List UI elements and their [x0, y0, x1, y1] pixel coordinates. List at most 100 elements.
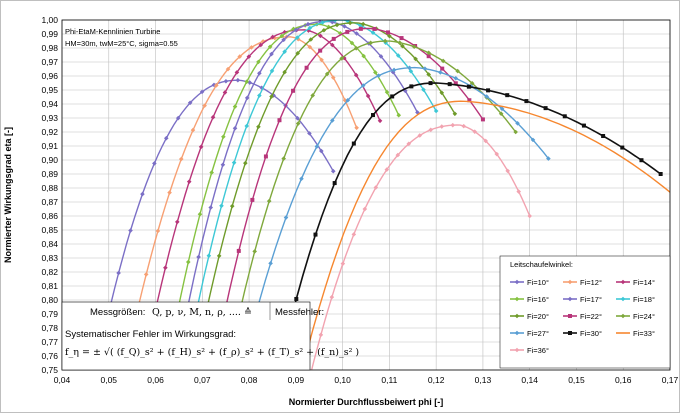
y-tick-label: 0,83 [41, 253, 58, 263]
data-point [331, 36, 336, 41]
formula-row2-label: Systematischer Fehler im Wirkungsgrad: [65, 329, 236, 340]
data-point [293, 27, 299, 33]
data-point [384, 167, 390, 172]
data-point [116, 270, 121, 276]
data-point [295, 51, 301, 56]
data-point [384, 89, 390, 95]
legend-marker [514, 330, 520, 336]
y-tick-label: 1,00 [41, 15, 58, 25]
data-point [408, 68, 414, 74]
data-point [397, 40, 402, 45]
data-point [345, 98, 351, 103]
legend-marker [568, 331, 572, 335]
legend-marker [514, 347, 520, 353]
data-point [283, 215, 289, 220]
data-point [390, 94, 395, 99]
data-point [128, 228, 133, 233]
data-point [505, 168, 511, 174]
data-point [163, 135, 169, 141]
data-point [236, 248, 241, 253]
y-tick-label: 0,88 [41, 183, 58, 193]
data-point [505, 93, 510, 98]
data-point [360, 21, 366, 27]
data-point [440, 66, 445, 71]
data-point [209, 170, 214, 175]
data-point [422, 66, 428, 71]
x-axis-title: Normierter Durchflussbeiwert phi [-] [289, 397, 444, 407]
data-point [400, 43, 405, 49]
legend-marker [568, 314, 572, 318]
series-Fi=30° [277, 81, 663, 370]
data-point [370, 30, 376, 35]
data-point [155, 228, 161, 234]
data-point [214, 83, 219, 88]
data-point [269, 68, 275, 74]
data-point [319, 57, 324, 63]
data-point [308, 37, 314, 42]
data-point [378, 54, 384, 59]
data-point [353, 46, 359, 51]
data-point [407, 65, 412, 71]
y-tick-label: 0,95 [41, 85, 58, 95]
data-point [318, 48, 323, 53]
legend-label: Fi=22° [580, 312, 602, 321]
data-point [373, 70, 378, 75]
x-tick-label: 0,15 [568, 375, 585, 385]
data-point [307, 25, 313, 31]
data-point [332, 20, 338, 23]
data-point [339, 56, 344, 61]
data-point [210, 114, 216, 120]
data-point [452, 111, 458, 117]
tick-labels: 0,04 0,05 0,06 0,07 0,08 0,09 0,10 0,11 0,12 0,13… [41, 15, 678, 385]
data-point [354, 125, 359, 131]
x-tick-label: 0,12 [428, 375, 445, 385]
legend-title: Leitschaufelwinkel: [510, 260, 573, 269]
y-tick-label: 0,98 [41, 43, 58, 53]
data-point [279, 33, 285, 39]
legend-label: Fi=30° [580, 329, 602, 338]
data-point [361, 53, 366, 59]
data-point [365, 93, 371, 99]
data-point [483, 138, 489, 144]
data-point [197, 211, 203, 217]
formula-row1-label: Messgrößen: [90, 307, 145, 318]
data-point [295, 36, 301, 42]
legend-label: Fi=18° [633, 295, 655, 304]
data-point [202, 103, 207, 108]
legend-marker [620, 296, 626, 302]
legend-box [499, 255, 671, 369]
legend-label: Fi=17° [580, 295, 602, 304]
data-point [319, 148, 324, 154]
data-point [329, 294, 335, 300]
legend-label: Fi=12° [580, 278, 602, 287]
data-point [345, 29, 350, 34]
data-point [377, 118, 383, 124]
data-point [428, 127, 434, 133]
data-point [337, 31, 343, 36]
data-point [354, 31, 359, 36]
data-point [257, 70, 262, 76]
data-point [305, 21, 311, 27]
data-point [321, 27, 327, 33]
data-point [324, 71, 330, 77]
data-point [426, 50, 431, 56]
data-point [438, 70, 443, 75]
data-point [263, 154, 268, 159]
data-point [421, 87, 426, 93]
data-point [494, 151, 500, 157]
data-point [269, 51, 274, 57]
legend-label: Fi=24° [633, 312, 655, 321]
series-Fi=33° [301, 100, 670, 370]
legend-label: Fi=20° [527, 312, 549, 321]
x-tick-label: 0,07 [194, 375, 211, 385]
data-point [450, 122, 456, 128]
y-tick-label: 0,96 [41, 71, 58, 81]
data-point [426, 54, 431, 59]
data-point [513, 129, 518, 135]
data-point [143, 272, 149, 277]
data-point [244, 123, 250, 129]
data-point [362, 206, 368, 212]
data-point [345, 20, 351, 24]
legend-label: Fi=10° [527, 278, 549, 287]
data-point [330, 42, 335, 48]
